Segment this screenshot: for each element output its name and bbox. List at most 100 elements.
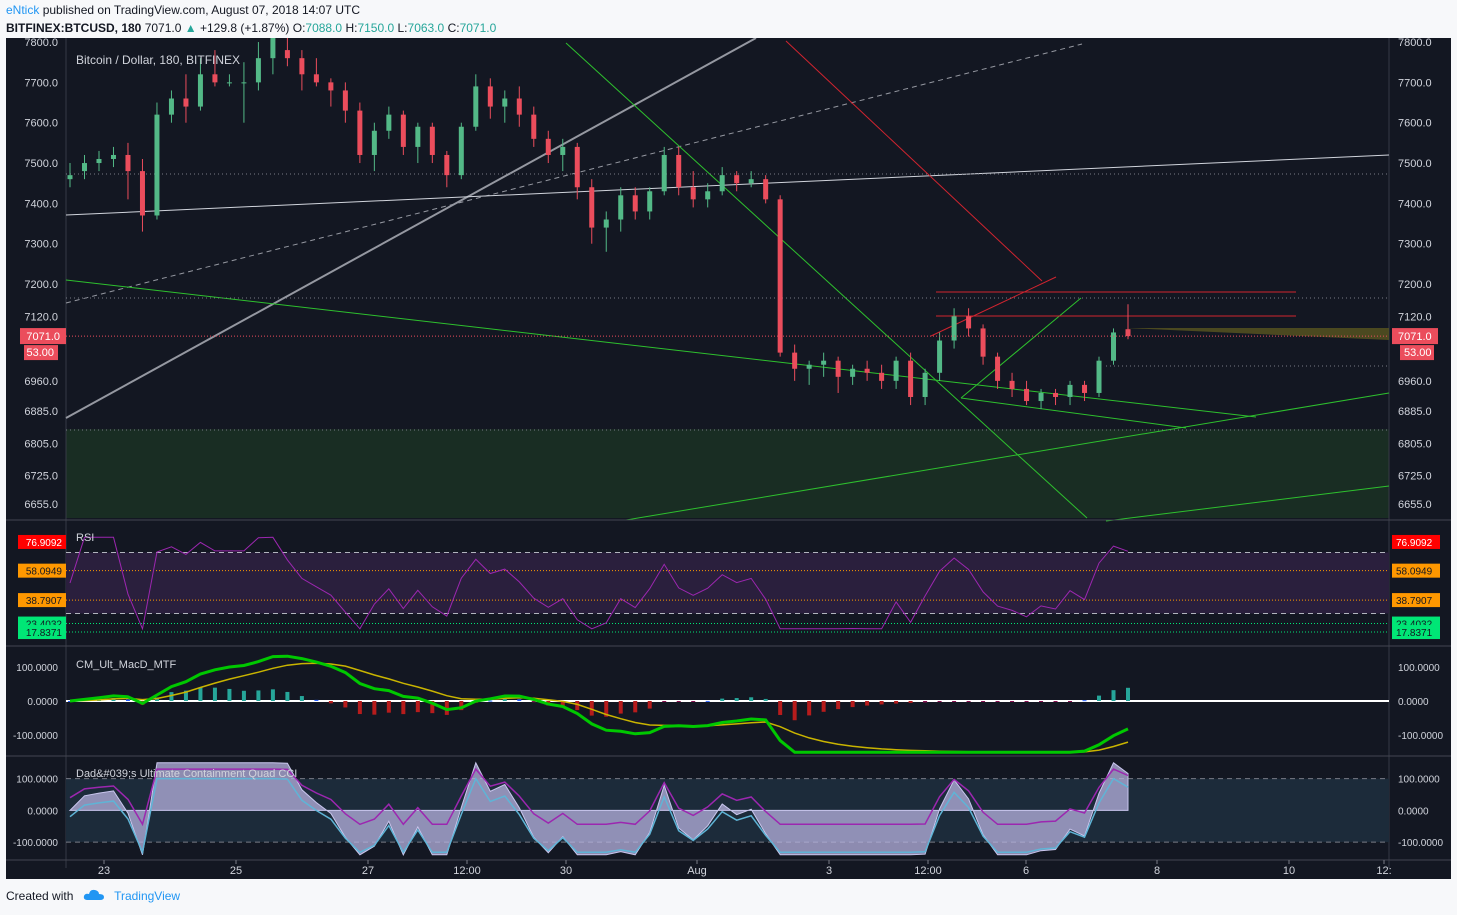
last-price-tag-left: [20, 328, 66, 345]
time-tick: 3: [826, 865, 832, 877]
candle-body: [125, 154, 131, 172]
time-tick: 10: [1283, 865, 1295, 877]
macd-bar: [1126, 687, 1130, 701]
rsi-tag-left: [18, 625, 66, 640]
change-value: +129.8 (+1.87%): [199, 21, 290, 35]
price-tick-right: 6725.0: [1398, 471, 1432, 483]
countdown-label-left: 53.00: [26, 347, 54, 359]
macd-bar: [212, 687, 217, 701]
macd-bar: [430, 701, 435, 714]
candle-body: [879, 372, 885, 381]
macd-bar: [763, 698, 768, 701]
candle-body: [1082, 384, 1088, 393]
macd-bar: [1024, 701, 1029, 702]
candle-body: [386, 114, 392, 131]
candle-body: [168, 98, 174, 115]
price-tick-left: 6960.0: [24, 376, 58, 388]
macd-bar: [415, 701, 420, 713]
price-tick-right: 7600.0: [1398, 118, 1432, 130]
macd-bar: [502, 698, 507, 701]
macd-bar: [633, 701, 638, 713]
macd-bar: [821, 701, 826, 712]
trendline: [65, 38, 757, 419]
time-tick: 6: [1023, 865, 1029, 877]
rsi-tick-right: 76.9092: [1396, 538, 1433, 549]
candle-body: [1096, 360, 1102, 393]
macd-bar: [198, 687, 203, 701]
candle-body: [299, 58, 305, 75]
macd-bar: [691, 701, 696, 702]
macd-tick-left: 0.0000: [27, 697, 58, 708]
candle-body: [67, 175, 73, 180]
price-tick-right: 7400.0: [1398, 198, 1432, 210]
cci-tick-right: 100.0000: [1398, 775, 1440, 786]
footer: Created with TradingView: [6, 889, 180, 904]
candle-body: [937, 340, 943, 373]
cci-tick-left: 100.0000: [16, 775, 58, 786]
rsi-tag-right: [1392, 593, 1440, 608]
time-tick: 27: [362, 865, 374, 877]
macd-bar: [1010, 701, 1015, 702]
candle-body: [415, 126, 421, 147]
price-tick-left: 6655.0: [24, 499, 58, 511]
macd-bar: [314, 699, 319, 701]
rsi-title: RSI: [76, 532, 94, 544]
created-with-label: Created with: [6, 889, 74, 903]
rsi-tick-left: 76.9092: [26, 538, 63, 549]
macd-bar: [1082, 700, 1087, 702]
candle-body: [241, 82, 247, 84]
cci-area: [68, 761, 1129, 856]
macd-bar: [995, 701, 1000, 702]
rsi-tick-right: 58.0949: [1396, 567, 1433, 578]
tradingview-link[interactable]: TradingView: [114, 889, 181, 903]
symbol-label: BITFINEX:BTCUSD, 180: [6, 21, 142, 35]
candle-body: [589, 187, 595, 228]
macd-bar: [1053, 701, 1058, 702]
macd-bar: [183, 690, 188, 701]
candle-body: [647, 191, 653, 212]
macd-bar: [792, 701, 797, 721]
cci-tick-right: 0.0000: [1398, 806, 1429, 817]
macd-bar: [125, 699, 130, 701]
chart-area[interactable]: 7800.0 7700.0 7600.0 7500.0 7400.0 7300.0 7200…: [6, 38, 1451, 879]
price-tick-left: 7120.0: [24, 311, 58, 323]
candle-body: [371, 130, 377, 155]
rsi-tag-right: [1392, 563, 1440, 578]
macd-bar: [241, 690, 246, 701]
cci-line-purple: [69, 767, 1129, 827]
candle-body: [255, 58, 261, 83]
header: eNtick published on TradingView.com, Aug…: [0, 0, 1457, 38]
candle-body: [81, 163, 87, 172]
cci-title: Dad&#039;s Ultimate Containment Quad CCI: [76, 768, 297, 780]
macd-bar: [444, 701, 449, 715]
candle-body: [270, 38, 276, 59]
candle-body: [574, 146, 580, 188]
macd-bar: [285, 691, 290, 701]
candle-body: [922, 372, 928, 397]
cci-tick-left: 0.0000: [27, 806, 58, 817]
high-label: H:: [345, 21, 358, 35]
price-tick-right: 6805.0: [1398, 438, 1432, 450]
macd-bar: [386, 701, 391, 713]
candle-body: [1024, 388, 1030, 402]
candle-body: [96, 159, 102, 164]
candle-body: [1111, 332, 1117, 361]
candle-body: [966, 316, 972, 329]
price-tick-left: 7400.0: [24, 198, 58, 210]
chart-svg[interactable]: 7800.0 7700.0 7600.0 7500.0 7400.0 7300.0 7200…: [6, 38, 1451, 879]
author-link[interactable]: eNtick: [6, 3, 40, 17]
macd-bar: [1039, 701, 1044, 702]
macd-bar: [227, 688, 232, 701]
macd-tick-left: 100.0000: [16, 663, 58, 674]
trendline: [785, 40, 1043, 282]
countdown-label-right: 53.00: [1404, 347, 1432, 359]
macd-bar: [299, 696, 304, 701]
candle-body: [995, 356, 1001, 381]
rsi-tag-right: [1392, 625, 1440, 640]
candle-body: [429, 126, 435, 155]
rsi-tick-left: 17.8371: [26, 628, 63, 639]
candle-body: [183, 98, 189, 107]
macd-bar: [908, 701, 913, 703]
macd-bar: [270, 689, 275, 701]
macd-bar: [169, 692, 174, 701]
